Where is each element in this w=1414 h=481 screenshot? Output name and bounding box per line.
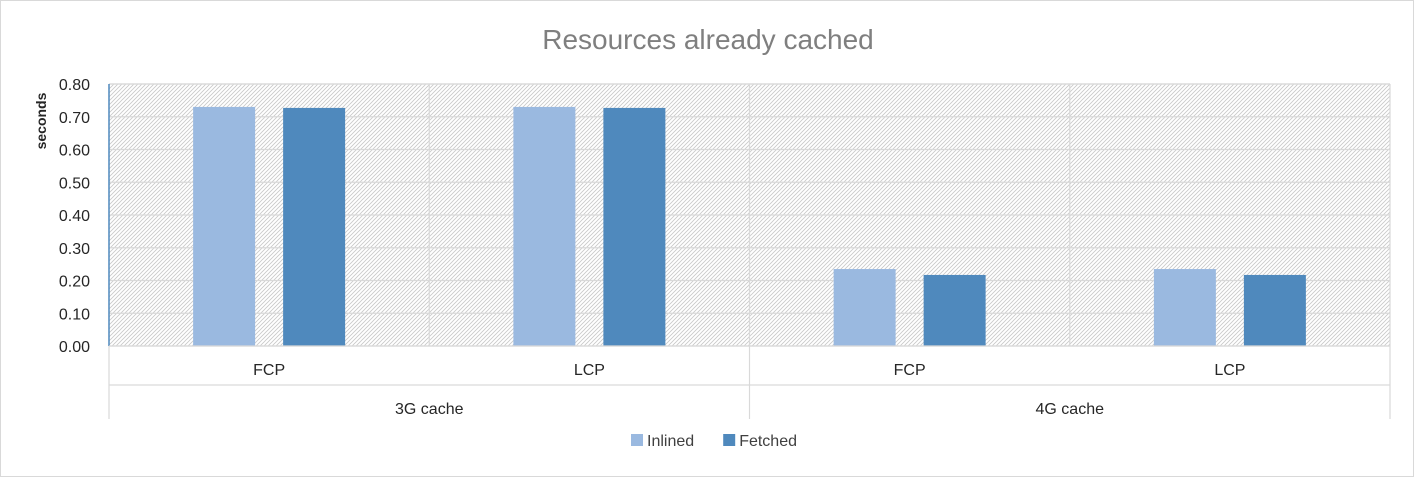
x-group-label: 3G cache [395, 401, 464, 418]
y-tick-label: 0.60 [59, 143, 90, 160]
axes [108, 84, 1391, 419]
x-tick-label: FCP [253, 362, 285, 379]
x-tick-label: FCP [894, 362, 926, 379]
legend-label: Fetched [739, 433, 797, 450]
y-tick-label: 0.80 [59, 77, 90, 94]
x-group-label: 4G cache [1036, 401, 1105, 418]
y-tick-label: 0.30 [59, 241, 90, 258]
y-tick-label: 0.70 [59, 110, 90, 127]
x-tick-label: LCP [1214, 362, 1245, 379]
bar-inlined-2 [833, 269, 896, 346]
bar-fetched-1 [603, 107, 666, 346]
legend-swatch [631, 434, 643, 446]
y-tick-label: 0.10 [59, 306, 90, 323]
y-tick-label: 0.20 [59, 274, 90, 291]
legend: Inlined Fetched [631, 433, 797, 450]
bar-inlined-1 [513, 106, 576, 346]
chart-title: Resources already cached [542, 24, 874, 55]
y-tick-labels: 0.00 0.10 0.20 0.30 0.40 0.50 0.60 0.70 0.80 [59, 77, 90, 356]
legend-label: Inlined [647, 433, 694, 450]
bar-inlined-0 [193, 106, 256, 346]
y-tick-label: 0.40 [59, 208, 90, 225]
bars [193, 106, 1306, 346]
y-tick-label: 0.50 [59, 175, 90, 192]
y-tick-label: 0.00 [59, 339, 90, 356]
x-axis-labels: FCP LCP FCP LCP 3G cache 4G cache [253, 362, 1245, 418]
bar-fetched-3 [1243, 274, 1306, 346]
y-axis-label: seconds [33, 92, 49, 149]
legend-swatch [723, 434, 736, 446]
bar-fetched-0 [283, 107, 346, 346]
bar-inlined-3 [1153, 269, 1216, 346]
x-tick-label: LCP [574, 362, 605, 379]
bar-fetched-2 [923, 274, 986, 346]
